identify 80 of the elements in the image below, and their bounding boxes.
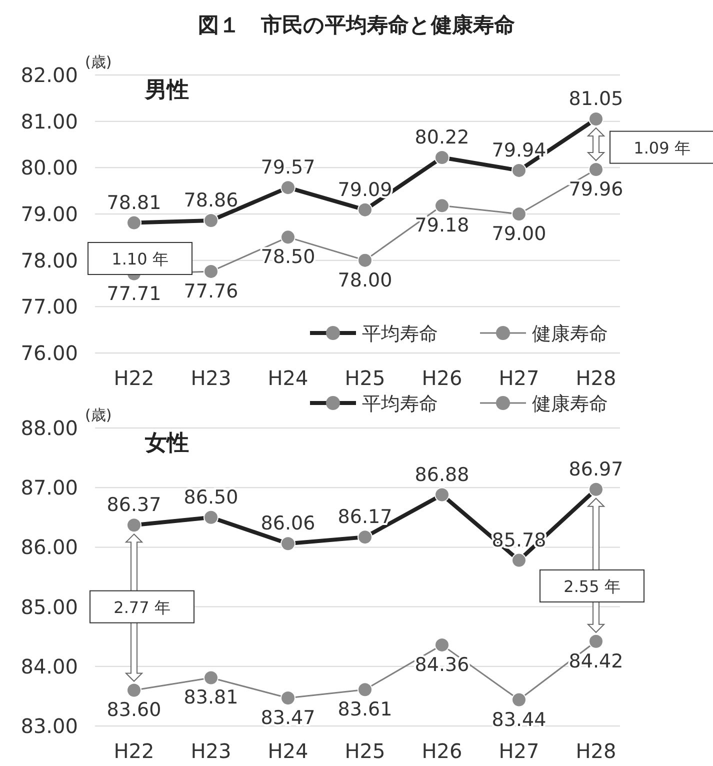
y-tick-label: 77.00 <box>20 294 78 319</box>
legend-label: 健康寿命 <box>532 323 608 345</box>
y-tick-label: 76.00 <box>20 341 78 365</box>
point <box>280 690 296 706</box>
chart-subtitle: 女性 <box>144 431 189 456</box>
data-label: 86.88 <box>414 464 470 486</box>
y-tick-label: 79.00 <box>20 202 78 226</box>
point <box>126 682 142 698</box>
x-tick-label: H27 <box>498 739 540 763</box>
y-tick-label: 85.00 <box>20 594 78 619</box>
y-tick-label: 82.00 <box>20 63 78 87</box>
point <box>588 162 604 178</box>
point <box>512 692 526 708</box>
y-tick-label: 88.00 <box>20 416 78 440</box>
data-label: 78.50 <box>260 246 316 268</box>
y-tick-label: 87.00 <box>20 476 78 500</box>
data-label: 84.42 <box>568 650 624 672</box>
legend-label: 平均寿命 <box>362 393 438 415</box>
x-tick-label: H22 <box>114 366 154 390</box>
x-tick-label: H26 <box>422 366 462 390</box>
point <box>588 634 604 649</box>
y-tick-label: 80.00 <box>20 156 78 180</box>
x-tick-label: H23 <box>190 366 232 390</box>
point <box>434 637 450 652</box>
data-label: 86.37 <box>106 494 162 516</box>
data-label: 77.71 <box>106 282 162 305</box>
data-label: 79.57 <box>260 156 316 179</box>
data-label: 86.50 <box>184 486 238 508</box>
x-tick-label: H26 <box>422 739 462 763</box>
data-label: 81.05 <box>568 88 624 110</box>
y-tick-label: 78.00 <box>20 248 78 272</box>
legend-label: 平均寿命 <box>362 323 438 345</box>
data-label: 78.81 <box>106 192 162 214</box>
data-label: 84.36 <box>414 654 470 676</box>
point <box>204 670 218 686</box>
point <box>512 206 526 222</box>
annotation: 2.77 年 <box>114 598 170 617</box>
data-label: 78.86 <box>184 189 238 212</box>
x-tick-label: H24 <box>268 739 308 763</box>
data-label: 86.06 <box>260 512 316 535</box>
point <box>434 198 450 214</box>
x-tick-label: H24 <box>268 366 308 390</box>
data-label: 79.09 <box>338 178 392 201</box>
y-axis-title: (歳) <box>85 53 112 71</box>
data-label: 83.60 <box>106 699 162 722</box>
point <box>358 252 372 268</box>
x-tick-label: H28 <box>576 366 616 390</box>
data-label: 83.47 <box>260 706 316 729</box>
annotation: 2.55 年 <box>564 576 620 596</box>
y-tick-label: 86.00 <box>20 535 78 560</box>
data-label: 79.18 <box>414 214 470 237</box>
data-label: 79.96 <box>568 178 624 201</box>
data-label: 83.61 <box>338 698 392 721</box>
chart-subtitle: 男性 <box>144 78 189 103</box>
data-label: 77.76 <box>184 280 238 302</box>
point <box>358 682 372 698</box>
x-tick-label: H23 <box>190 739 232 763</box>
x-tick-label: H27 <box>498 366 540 390</box>
data-label: 80.22 <box>414 126 470 148</box>
data-label: 79.94 <box>492 139 546 162</box>
data-label: 86.97 <box>568 458 624 480</box>
x-tick-label: H22 <box>114 739 154 763</box>
data-label: 83.81 <box>184 686 238 709</box>
text: 1.09 年 <box>634 138 690 158</box>
point <box>280 230 296 245</box>
y-tick-label: 84.00 <box>20 654 78 678</box>
annotation: 1.10 年 <box>112 249 168 268</box>
data-label: 79.00 <box>492 223 546 245</box>
point <box>204 264 218 279</box>
legend-label: 健康寿命 <box>532 393 608 415</box>
chart-title: 図１ 市民の平均寿命と健康寿命 <box>198 13 515 37</box>
y-tick-label: 83.00 <box>20 714 78 738</box>
data-label: 86.17 <box>338 506 392 528</box>
x-tick-label: H25 <box>344 366 386 390</box>
data-label: 83.44 <box>492 708 546 731</box>
y-tick-label: 81.00 <box>20 109 78 134</box>
x-tick-label: H25 <box>344 739 386 763</box>
x-tick-label: H28 <box>576 739 616 763</box>
data-label: 78.00 <box>338 269 392 292</box>
y-axis-title: (歳) <box>85 406 112 424</box>
